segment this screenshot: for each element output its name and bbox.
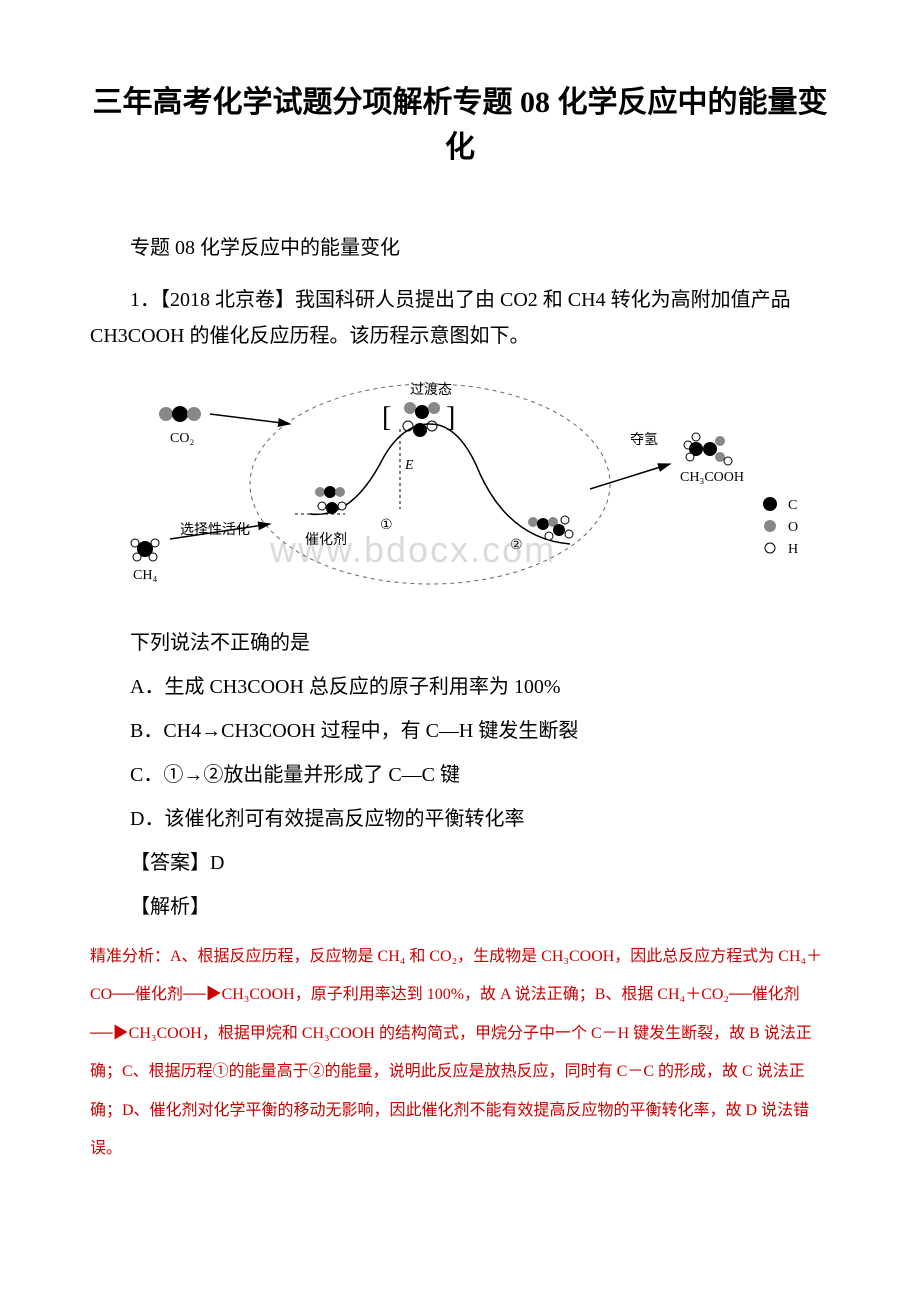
page-title: 三年高考化学试题分项解析专题 08 化学反应中的能量变化: [90, 80, 830, 170]
svg-text:O: O: [788, 520, 798, 535]
analysis-text: 精准分析：A、根据反应历程，反应物是 CH₄ 和 CO₂，生成物是 CH₃COO…: [90, 938, 830, 1168]
analysis-label: 【解析】: [90, 888, 830, 926]
step1-label: ①: [380, 518, 393, 533]
option-a: A．生成 CH3COOH 总反应的原子利用率为 100%: [90, 668, 830, 706]
section-label: 专题 08 化学反应中的能量变化: [90, 230, 830, 266]
transition-label: 过渡态: [410, 382, 452, 398]
step2-label: ②: [510, 538, 523, 553]
option-b: B．CH4→CH3COOH 过程中，有 C—H 键发生断裂: [90, 712, 830, 750]
question-intro: 1．【2018 北京卷】我国科研人员提出了由 CO2 和 CH4 转化为高附加值…: [90, 282, 830, 354]
ch4-molecule: CH₄: [131, 539, 159, 583]
option-d: D．该催化剂可有效提高反应物的平衡转化率: [90, 800, 830, 838]
co2-label: CO₂: [170, 431, 194, 446]
reaction-diagram: CO₂ CH₄ 选择性活化 过渡态 [: [90, 374, 830, 594]
catalyst-label: 催化剂: [305, 532, 347, 548]
hydrogen-transfer-label: 夺氢: [630, 432, 658, 448]
co2-molecule: CO₂: [159, 406, 201, 446]
svg-text:C: C: [788, 498, 797, 513]
ch3cooh-label: CH₃COOH: [680, 470, 744, 485]
question-stem: 下列说法不正确的是: [90, 624, 830, 662]
ch4-label: CH₄: [133, 568, 157, 583]
svg-text:H: H: [788, 542, 798, 557]
legend: C O H: [763, 497, 798, 557]
energy-label: E: [404, 458, 414, 473]
option-c: C．①→②放出能量并形成了 C—C 键: [90, 756, 830, 794]
answer: 【答案】D: [90, 844, 830, 882]
svg-text:[: [: [382, 402, 391, 433]
ch3cooh-molecule: CH₃COOH: [680, 433, 744, 485]
